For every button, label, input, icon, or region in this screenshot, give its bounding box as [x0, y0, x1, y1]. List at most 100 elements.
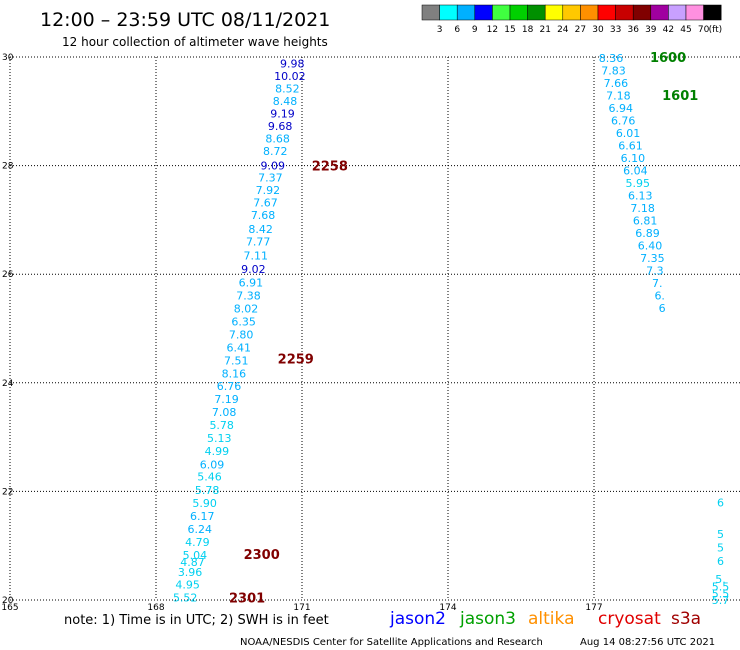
- wave-height-label: 8.16: [222, 368, 247, 381]
- wave-height-label: 6.41: [226, 342, 251, 355]
- colorbar-label: 33: [610, 25, 621, 35]
- legend-cryosat: cryosat: [598, 609, 661, 629]
- wave-height-label: 4.95: [175, 578, 200, 591]
- colorbar-swatch: [492, 4, 511, 21]
- colorbar-label: 27: [575, 25, 586, 35]
- wave-height-label: 7.68: [251, 209, 276, 222]
- wave-height-label: 5.95: [626, 177, 651, 190]
- colorbar-swatch: [703, 4, 722, 21]
- y-tick-label: 26: [2, 270, 14, 280]
- wave-height-label: 6.09: [200, 458, 225, 471]
- wave-height-label: 7.92: [256, 184, 281, 197]
- wave-height-label: 5.90: [192, 497, 217, 510]
- series-jason3: 8.367.837.667.186.946.766.016.616.106.04…: [599, 51, 699, 315]
- x-tick-label: 165: [1, 603, 18, 613]
- colorbar-swatch: [615, 4, 634, 21]
- plot-area: 165 168 171 174 177 20 22 24 26 28 30 9.9810.028.52…: [1, 51, 740, 613]
- wave-height-label: 10.02: [274, 70, 306, 83]
- wave-height-label: 8.42: [248, 223, 273, 236]
- wave-height-label: 7.19: [214, 393, 239, 406]
- wave-height-label: 6: [717, 555, 724, 568]
- colorbar-swatch: [439, 4, 458, 21]
- time-label: 1600: [650, 51, 686, 66]
- x-tick-label: 177: [585, 603, 602, 613]
- wave-height-label: 5.7: [712, 594, 730, 607]
- wave-height-label: 5.78: [195, 484, 220, 497]
- y-tick-label: 24: [2, 379, 14, 389]
- colorbar-label: 36: [627, 25, 639, 35]
- colorbar-label: 15: [504, 25, 515, 35]
- wave-height-label: 9.68: [268, 120, 293, 133]
- wave-height-label: 6.24: [188, 523, 213, 536]
- time-label: 2300: [244, 548, 280, 563]
- wave-height-label: 8.36: [599, 52, 624, 65]
- wave-height-label: 5: [717, 528, 724, 541]
- wave-height-label: 5.5: [712, 580, 730, 593]
- wave-height-label: 5.: [715, 573, 726, 586]
- chart-subtitle: 12 hour collection of altimeter wave hei…: [62, 35, 328, 49]
- wave-height-label: 6.40: [638, 239, 663, 252]
- y-tick-label: 20: [2, 596, 14, 606]
- y-tick-label: 22: [2, 487, 13, 497]
- colorbar-swatch: [562, 4, 581, 21]
- wave-height-label: 9.98: [280, 58, 305, 71]
- wave-height-label: 6.35: [231, 315, 256, 328]
- footer-agency: NOAA/NESDIS Center for Satellite Applica…: [240, 637, 543, 648]
- wave-height-label: 6.10: [621, 152, 646, 165]
- wave-height-label: 6: [717, 496, 724, 509]
- wave-height-label: 7.: [652, 277, 663, 290]
- colorbar-swatch: [474, 4, 493, 21]
- y-tick-label: 30: [2, 53, 14, 63]
- wave-height-label: 6.13: [628, 189, 653, 202]
- footer-timestamp: Aug 14 08:27:56 UTC 2021: [580, 637, 715, 648]
- wave-height-label: 5.13: [207, 432, 232, 445]
- x-tick-label: 168: [147, 603, 164, 613]
- wave-height-label: 6.94: [609, 102, 634, 115]
- wave-height-label: 6.17: [190, 510, 215, 523]
- wave-height-label: 7.38: [236, 289, 261, 302]
- wave-height-label: 8.02: [234, 302, 259, 315]
- colorbar-label: 45: [680, 25, 691, 35]
- time-label: 2301: [229, 591, 265, 606]
- wave-height-label: 9.02: [241, 263, 266, 276]
- colorbar-label: 39: [645, 25, 657, 35]
- wave-height-label: 6.91: [239, 276, 264, 289]
- note-text: note: 1) Time is in UTC; 2) SWH is in fe…: [64, 613, 329, 628]
- wave-height-label: 6.76: [611, 115, 636, 128]
- x-tick-label: 171: [293, 603, 310, 613]
- wave-height-label: 4.79: [185, 536, 210, 549]
- time-label: 2259: [278, 352, 314, 367]
- colorbar-swatch: [668, 4, 687, 21]
- colorbar-unit: (ft): [709, 25, 723, 35]
- wave-height-label: 7.51: [224, 355, 249, 368]
- wave-height-label: 6.01: [616, 127, 641, 140]
- legend: jason2 jason3 altika cryosat s3a: [389, 609, 701, 629]
- colorbar-label: 30: [592, 25, 604, 35]
- y-tick-label: 28: [2, 162, 14, 172]
- wave-height-label: 8.72: [263, 145, 288, 158]
- colorbar-label: 21: [539, 25, 550, 35]
- wave-height-label: 7.37: [258, 172, 283, 185]
- legend-s3a: s3a: [671, 609, 701, 629]
- colorbar-label: 18: [522, 25, 534, 35]
- wave-height-label: 4.99: [205, 445, 230, 458]
- colorbar-label: 12: [487, 25, 498, 35]
- wave-height-label: 6: [659, 302, 666, 315]
- wave-height-label: 5.5: [712, 587, 730, 600]
- wave-height-label: 6.76: [217, 380, 242, 393]
- wave-height-label: 8.52: [275, 82, 300, 95]
- wave-height-label: 7.3: [646, 264, 664, 277]
- wave-height-label: 6.04: [623, 164, 648, 177]
- wave-height-label: 7.66: [604, 77, 629, 90]
- wave-height-label: 6.89: [635, 227, 660, 240]
- wave-height-label: 4.87: [180, 556, 205, 569]
- colorbar-label: 3: [437, 25, 443, 35]
- wave-height-label: 7.18: [630, 202, 655, 215]
- legend-altika: altika: [528, 609, 575, 629]
- colorbar-swatch: [456, 4, 476, 21]
- wave-height-label: 7.08: [212, 406, 237, 419]
- wave-height-label: 7.67: [253, 197, 278, 210]
- x-tick-label: 174: [439, 603, 456, 613]
